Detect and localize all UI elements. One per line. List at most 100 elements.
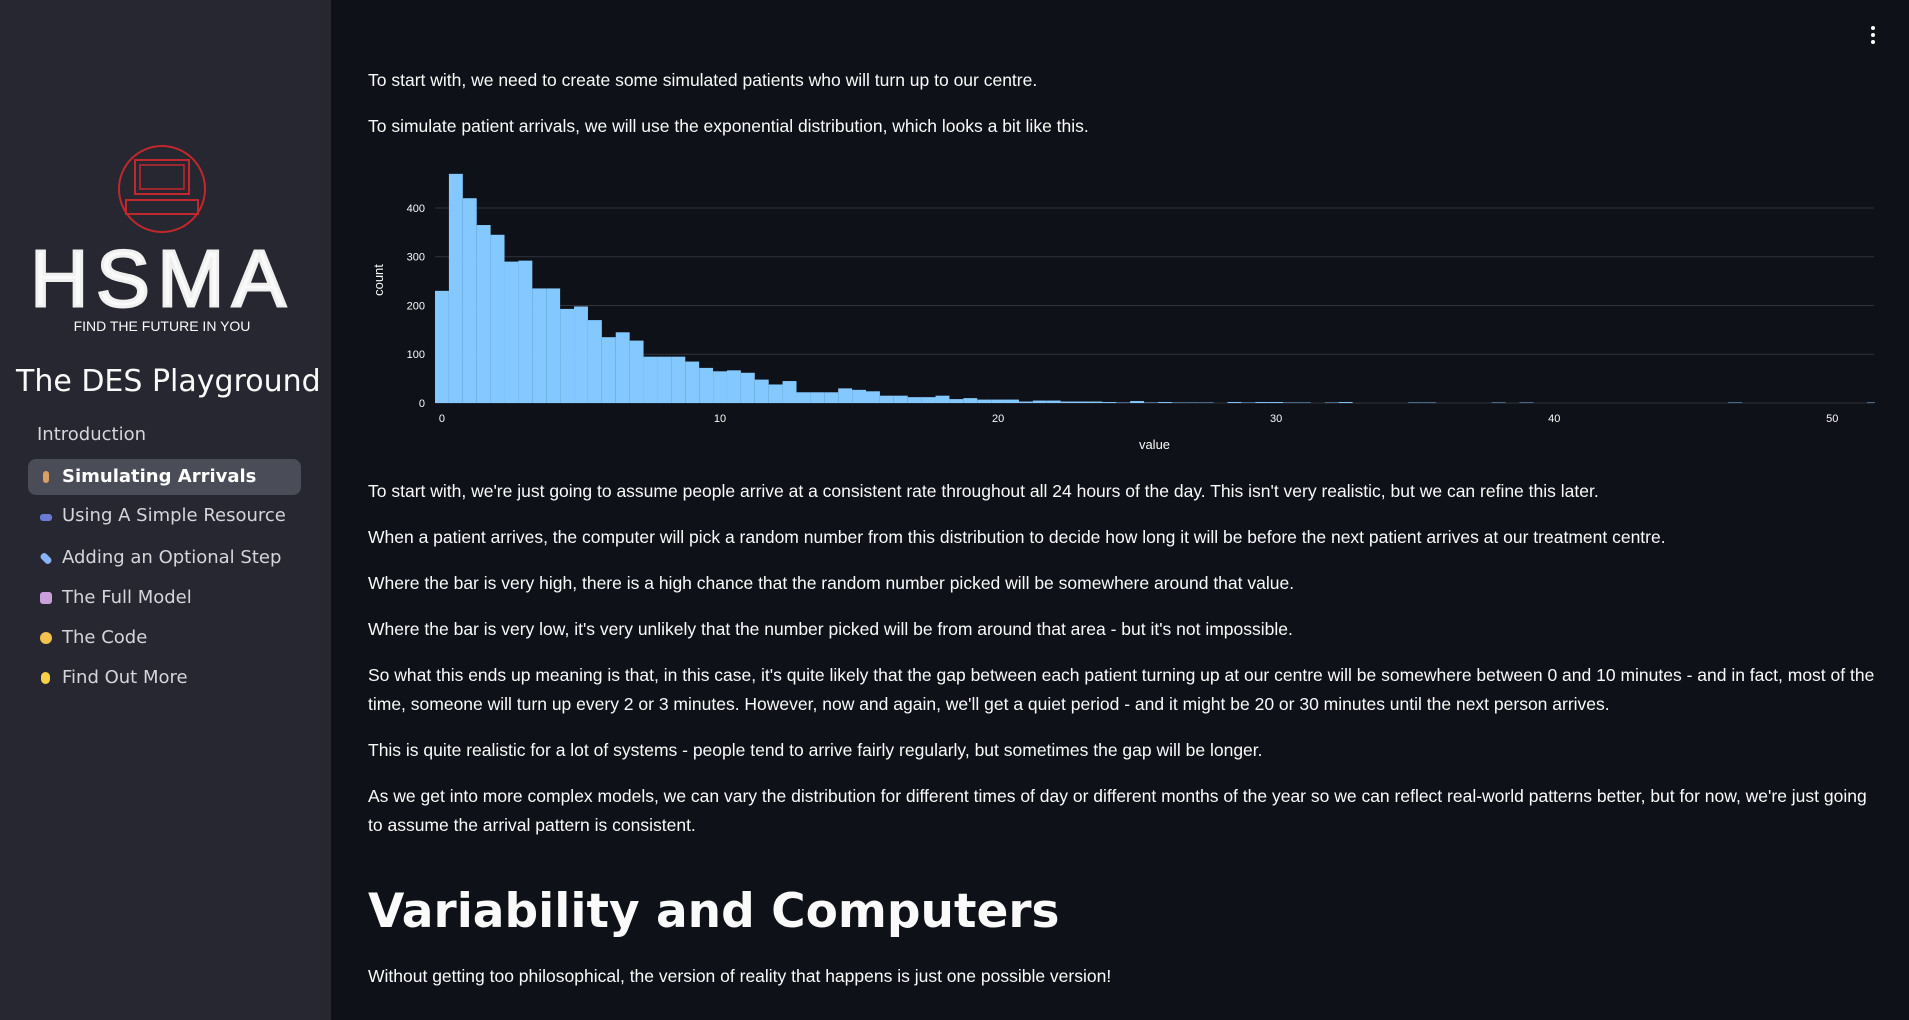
x-tick-label: 10 — [714, 413, 726, 425]
bar — [532, 288, 547, 403]
bar — [740, 372, 755, 403]
icon — [40, 514, 52, 521]
menu-button[interactable] — [1867, 23, 1879, 47]
bar — [991, 399, 1006, 403]
paragraph: Where the bar is very high, there is a h… — [368, 573, 1295, 593]
bar — [1074, 401, 1089, 403]
nav-label[interactable]: Adding an Optional Step — [62, 547, 282, 568]
body-text: Without getting too philosophical, the v… — [368, 962, 1878, 1008]
x-tick-label: 30 — [1270, 413, 1282, 425]
bar — [1088, 401, 1103, 403]
icon — [39, 551, 53, 566]
bar — [977, 399, 992, 403]
paragraph: To simulate patient arrivals, we will us… — [368, 116, 1089, 136]
bar — [657, 356, 672, 403]
bar — [1338, 402, 1353, 403]
bar — [949, 399, 964, 403]
bar — [1046, 400, 1061, 403]
bar — [852, 389, 867, 403]
nav-item[interactable]: Introduction — [28, 417, 301, 453]
bar — [824, 392, 839, 403]
y-axis-title: count — [371, 264, 386, 296]
paragraph: To start with, we need to create some si… — [368, 70, 1038, 90]
bar — [1255, 402, 1270, 403]
nav-label[interactable]: The Full Model — [62, 587, 192, 608]
bar — [838, 388, 853, 403]
intro: To start with, we need to create some si… — [368, 66, 1878, 158]
paragraph: This is quite realistic for a lot of sys… — [368, 740, 1263, 760]
y-tick-label: 400 — [407, 203, 425, 215]
icon — [40, 592, 52, 604]
nav-label[interactable]: Introduction — [37, 424, 147, 445]
bar — [476, 225, 491, 403]
bar — [587, 320, 602, 403]
bar — [504, 261, 519, 403]
bar — [1269, 402, 1284, 403]
nav-label[interactable]: Using A Simple Resource — [62, 505, 286, 526]
icon — [41, 672, 50, 684]
bar — [963, 398, 978, 403]
nav-item[interactable]: Simulating Arrivals — [28, 459, 301, 495]
nav-item[interactable]: Adding an Optional Step — [28, 540, 301, 576]
bar — [879, 395, 894, 403]
bar — [490, 234, 505, 403]
bar — [643, 356, 658, 403]
bar — [699, 367, 714, 403]
paragraph: So what this ends up meaning is that, in… — [368, 665, 1875, 714]
bar — [726, 370, 741, 403]
bar — [462, 198, 477, 403]
bar — [866, 391, 880, 403]
bar — [601, 337, 616, 403]
bar — [1032, 400, 1047, 403]
chart: 0 100 200 300 400 0 10 20 30 40 50 value count — [371, 173, 1875, 452]
logo-tagline: FIND THE FUTURE IN YOU — [74, 318, 251, 334]
heading: Variability and Computers — [368, 884, 1060, 939]
nav-label[interactable]: Simulating Arrivals — [62, 466, 257, 487]
body-text: To start with, we're just going to assum… — [368, 477, 1878, 857]
nav-label[interactable]: Find Out More — [62, 667, 188, 688]
bar — [1005, 399, 1019, 403]
logo: HSMA FIND THE FUTURE IN YOU — [29, 145, 293, 334]
y-tick-label: 0 — [419, 398, 425, 410]
x-tick-label: 20 — [992, 413, 1004, 425]
bar — [907, 397, 922, 403]
nav-item[interactable]: Using A Simple Resource — [28, 498, 301, 534]
bar — [435, 290, 449, 403]
bar — [893, 395, 908, 403]
bars — [435, 173, 1875, 403]
bar — [560, 308, 575, 403]
bar — [615, 332, 630, 403]
bar — [1157, 402, 1172, 403]
icon — [40, 632, 52, 644]
nav-label[interactable]: The Code — [62, 627, 148, 648]
bar — [1060, 401, 1075, 403]
nav-item[interactable]: The Code — [28, 620, 301, 656]
paragraph: Without getting too philosophical, the v… — [368, 966, 1112, 986]
x-tick-label: 0 — [439, 413, 445, 425]
nav-item[interactable]: Find Out More — [28, 660, 301, 696]
bar — [768, 384, 783, 403]
x-tick-label: 50 — [1826, 413, 1838, 425]
bar — [796, 392, 811, 403]
bar — [1130, 401, 1145, 403]
paragraph: As we get into more complex models, we c… — [368, 786, 1867, 835]
paragraph: When a patient arrives, the computer wil… — [368, 527, 1666, 547]
bar — [782, 381, 797, 403]
paragraph: Where the bar is very low, it's very unl… — [368, 619, 1293, 639]
bar — [921, 397, 936, 403]
logo-text: HSMA — [30, 234, 293, 323]
bar — [935, 395, 950, 403]
bar — [546, 288, 561, 403]
main: To start with, we need to create some si… — [331, 0, 1909, 1020]
bar — [685, 361, 700, 403]
y-tick-label: 200 — [407, 300, 425, 312]
x-tick-label: 40 — [1548, 413, 1560, 425]
bar — [810, 392, 825, 403]
y-tick-label: 100 — [407, 349, 425, 361]
x-axis-title: value — [1139, 437, 1170, 452]
bar — [671, 356, 686, 403]
nav-item[interactable]: The Full Model — [28, 580, 301, 616]
icon — [43, 471, 49, 483]
bar — [448, 173, 463, 403]
